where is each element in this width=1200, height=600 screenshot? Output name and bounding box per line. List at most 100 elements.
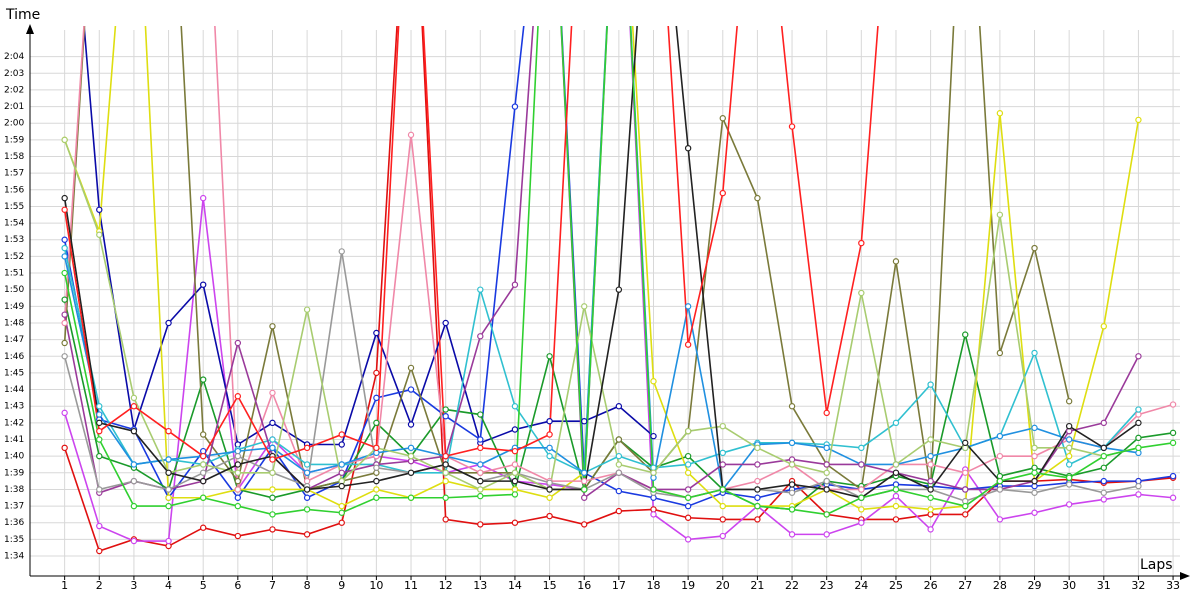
data-point — [1135, 482, 1142, 490]
data-point — [581, 417, 588, 425]
data-point — [615, 286, 623, 293]
data-point — [96, 522, 103, 530]
x-tick-label: 13 — [473, 579, 487, 592]
x-tick-label: 4 — [165, 579, 172, 592]
data-point — [338, 509, 345, 516]
data-point — [477, 286, 484, 293]
x-tick-label: 7 — [269, 579, 276, 592]
data-point — [788, 461, 796, 468]
data-point — [338, 441, 345, 448]
data-point — [996, 432, 1004, 440]
data-point — [234, 486, 242, 493]
data-point — [581, 469, 588, 476]
data-point — [892, 492, 900, 500]
data-point — [407, 386, 415, 393]
data-point — [234, 452, 242, 460]
y-tick-label: 1:35 — [4, 535, 24, 545]
data-point — [1169, 494, 1177, 501]
data-point — [650, 511, 657, 518]
y-tick-label: 1:45 — [4, 368, 24, 378]
data-point — [788, 403, 796, 410]
data-point — [373, 394, 380, 402]
x-tick-label: 1 — [61, 579, 68, 592]
data-point — [303, 494, 311, 501]
x-tick-label: 2 — [96, 579, 103, 592]
data-point — [684, 502, 692, 510]
data-point — [996, 349, 1004, 357]
x-tick-label: 29 — [1028, 579, 1042, 592]
data-point — [269, 526, 276, 533]
data-point — [927, 506, 934, 513]
data-point — [130, 477, 138, 485]
data-point — [165, 494, 172, 501]
data-point — [1031, 477, 1038, 485]
data-point — [338, 431, 345, 438]
x-tick-label: 5 — [200, 579, 207, 592]
data-point — [719, 461, 726, 468]
data-point — [165, 486, 172, 493]
x-arrow — [1180, 572, 1190, 580]
y-tick-label: 1:41 — [4, 435, 24, 445]
data-point — [477, 444, 484, 452]
data-point — [892, 461, 900, 468]
x-tick-label: 23 — [820, 579, 834, 592]
data-point — [199, 461, 207, 468]
y-arrow — [26, 24, 34, 34]
data-point — [615, 487, 623, 495]
data-point — [996, 452, 1004, 460]
data-point — [199, 524, 207, 531]
data-point — [754, 194, 761, 202]
data-point — [719, 516, 726, 523]
data-point — [546, 452, 553, 460]
data-point — [442, 469, 449, 476]
data-point — [684, 452, 692, 460]
data-point — [546, 512, 553, 520]
data-point — [61, 244, 68, 252]
y-tick-label: 2:00 — [4, 119, 24, 129]
data-point — [546, 486, 553, 493]
data-point — [684, 469, 692, 476]
data-point — [96, 486, 103, 493]
data-point — [1031, 244, 1038, 252]
data-point — [754, 494, 761, 501]
data-point — [788, 531, 796, 538]
data-point — [303, 444, 311, 452]
series-line — [63, 26, 1139, 499]
data-point — [823, 469, 830, 476]
data-point — [269, 494, 276, 501]
x-tick-label: 24 — [854, 579, 868, 592]
data-point — [61, 311, 68, 318]
data-point — [1100, 323, 1107, 330]
data-point — [1100, 464, 1107, 471]
data-point — [269, 436, 276, 443]
x-tick-label: 19 — [681, 579, 695, 592]
x-tick-label: 21 — [750, 579, 764, 592]
data-point — [719, 532, 726, 540]
y-tick-label: 1:36 — [4, 518, 24, 528]
x-tick-label: 28 — [993, 579, 1007, 592]
data-point — [719, 189, 726, 197]
data-point — [61, 206, 68, 213]
x-tick-label: 15 — [543, 579, 557, 592]
data-point — [1100, 419, 1107, 427]
data-point — [962, 331, 969, 338]
data-point — [96, 411, 103, 418]
y-tick-label: 1:58 — [4, 152, 24, 162]
data-point — [269, 486, 276, 493]
x-tick-label: 25 — [889, 579, 903, 592]
data-point — [165, 456, 172, 463]
data-point — [962, 486, 969, 493]
data-point — [477, 521, 484, 528]
data-point — [407, 364, 415, 372]
data-point — [996, 516, 1004, 523]
x-tick-label: 12 — [439, 579, 453, 592]
data-point — [511, 491, 519, 498]
data-point — [788, 489, 796, 496]
data-point — [892, 516, 900, 523]
data-point — [858, 506, 865, 513]
plot-area — [61, 26, 1177, 555]
data-point — [858, 289, 865, 297]
y-tick-label: 1:54 — [4, 219, 24, 229]
data-point — [373, 369, 380, 377]
data-point — [477, 461, 484, 468]
